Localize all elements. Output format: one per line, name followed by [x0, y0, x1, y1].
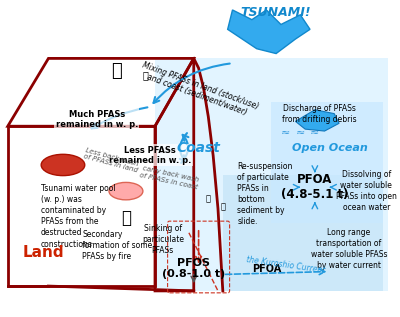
- Text: PFOA
(4.8-5.1 t): PFOA (4.8-5.1 t): [281, 173, 348, 201]
- Text: Land: Land: [23, 245, 64, 260]
- Text: Mixing PFASs in land (stock/use)
and coast (sediment/water): Mixing PFASs in land (stock/use) and coa…: [137, 60, 260, 120]
- Text: carry back wash
of PFASs in coast: carry back wash of PFASs in coast: [139, 165, 200, 190]
- Ellipse shape: [41, 154, 85, 176]
- Text: ≈: ≈: [281, 128, 290, 138]
- Text: 🚗: 🚗: [142, 70, 148, 80]
- Text: ≈: ≈: [296, 128, 305, 138]
- Ellipse shape: [109, 182, 143, 200]
- Text: PFOS
(0.8-1.0 t): PFOS (0.8-1.0 t): [162, 258, 225, 279]
- Text: ≈: ≈: [310, 128, 320, 138]
- Text: Tsunami water pool
(w. p.) was
contaminated by
PFASs from the
destructed
constru: Tsunami water pool (w. p.) was contamina…: [41, 184, 115, 249]
- Polygon shape: [228, 10, 310, 54]
- Polygon shape: [223, 175, 383, 291]
- Text: Coast: Coast: [177, 141, 220, 156]
- Polygon shape: [155, 58, 388, 291]
- Text: Long range
transportation of
water soluble PFASs
by water current: Long range transportation of water solub…: [310, 228, 387, 270]
- Text: Much PFASs
remained in w. p.: Much PFASs remained in w. p.: [56, 110, 138, 129]
- Text: PFOA: PFOA: [252, 264, 281, 274]
- Text: Less back wash
of PFASs in land: Less back wash of PFASs in land: [83, 146, 140, 174]
- Text: 🔥: 🔥: [121, 209, 131, 227]
- Text: TSUNAMI!: TSUNAMI!: [241, 6, 312, 19]
- Text: Discharge of PFASs
from drifting debris: Discharge of PFASs from drifting debris: [282, 104, 357, 124]
- Text: Secondary
formation of some
PFASs by fire: Secondary formation of some PFASs by fir…: [82, 230, 152, 261]
- Text: the Kuroshio Current: the Kuroshio Current: [246, 255, 326, 275]
- Text: Re-suspension
of particulate
PFASs in
bottom
sediment by
slide.: Re-suspension of particulate PFASs in bo…: [237, 162, 293, 226]
- Text: Less PFASs
remained in w. p.: Less PFASs remained in w. p.: [109, 146, 191, 165]
- Text: 🚗: 🚗: [206, 194, 211, 204]
- Text: Dissolving of
water soluble
PFASs into open
ocean water: Dissolving of water soluble PFASs into o…: [336, 170, 397, 212]
- Text: 🚗: 🚗: [220, 202, 225, 211]
- Text: Open Ocean: Open Ocean: [292, 144, 367, 153]
- Text: Sinking of
particulate
PFASs: Sinking of particulate PFASs: [142, 224, 184, 255]
- Polygon shape: [271, 102, 383, 223]
- Polygon shape: [296, 110, 339, 131]
- Text: 🏠: 🏠: [111, 62, 122, 80]
